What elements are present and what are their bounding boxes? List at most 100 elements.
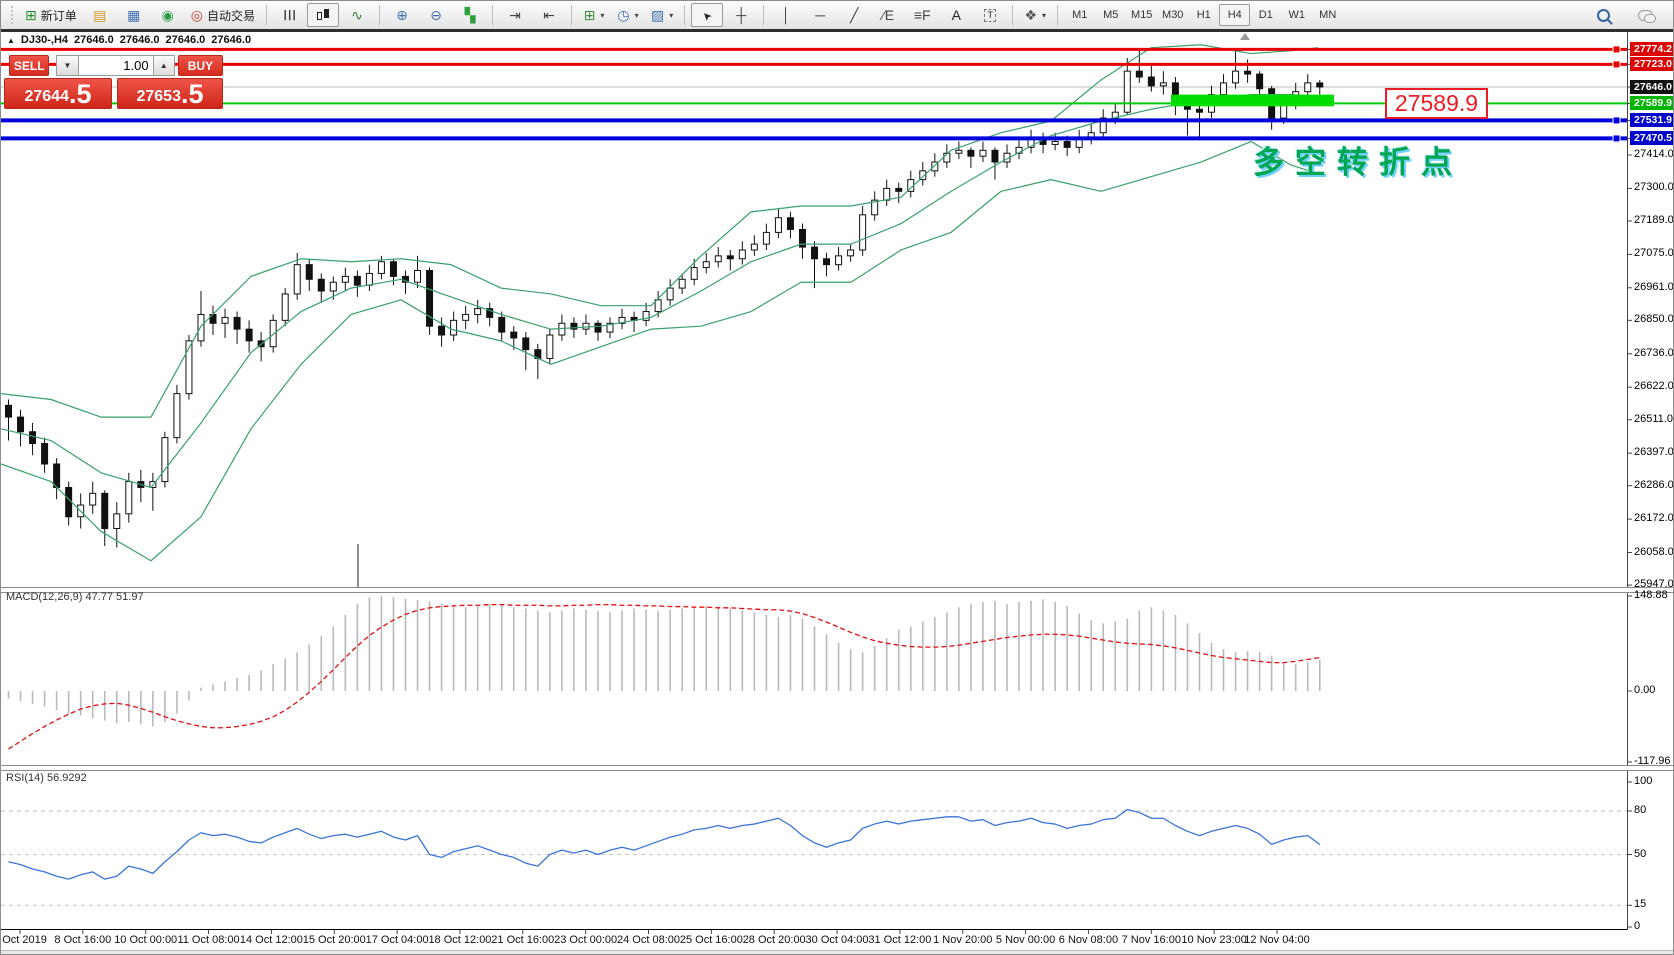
sell-price[interactable]: 27644.5 [4, 78, 112, 109]
one-click-trading-panel: SELL ▼ ▲ BUY 27644.5 27653.5 [4, 55, 223, 109]
timeframe-button-m1[interactable]: M1 [1072, 9, 1088, 21]
toolbar-separator [1057, 5, 1059, 25]
chevron-down-icon: ▾ [600, 10, 605, 20]
turning-point-annotation: 多空转折点 [1253, 145, 1463, 180]
terminal-button[interactable]: ▦ [118, 3, 150, 27]
toolbar: ⊞ 新订单 ▤ ▦ ◉ ◎ 自动交易 ☰ ∿ ⊕ ⊖ ▚ ⇥ ⇤ ⊞ ▾ ◷ ▾ ▨ ▾ ➤ ┼ │ ─ ╱ ∕E ≡F A T ❖ ▾ M… [1, 1, 1673, 29]
toolbar-separator [378, 5, 380, 25]
toolbar-separator [570, 5, 572, 25]
line-chart-icon: ∿ [351, 7, 363, 23]
zoom-in-icon: ⊕ [396, 7, 408, 23]
toolbar-underline [1, 29, 1673, 32]
text-label-icon: T [984, 8, 996, 22]
text-button[interactable]: A [940, 3, 972, 27]
bar-chart-icon: ☰ [280, 8, 297, 22]
horizontal-line-icon: ─ [815, 7, 826, 23]
zoom-out-icon: ⊖ [430, 7, 442, 23]
autotrading-button[interactable]: ◎ 自动交易 [186, 3, 260, 27]
chart-shift-button[interactable]: ⇤ [533, 3, 565, 27]
toolbar-separator [265, 5, 267, 25]
timeframe-toolbar: M1 M5 M15 M30 H1 H4 D1 W1 MN [1064, 4, 1343, 26]
zoom-out-button[interactable]: ⊖ [420, 3, 452, 27]
sell-price-main: 27644 [24, 88, 69, 105]
auto-scroll-button[interactable]: ⇥ [499, 3, 531, 27]
new-order-icon: ⊞ [25, 7, 37, 23]
history-center-button[interactable]: ▤ [84, 3, 116, 27]
autotrading-button-label: 自动交易 [206, 8, 255, 23]
macd-pane-separator[interactable] [1, 587, 1673, 593]
toolbar-separator [1012, 5, 1014, 25]
buy-price-frac: .5 [180, 79, 204, 109]
sell-price-frac: .5 [68, 79, 92, 109]
timeframe-button-m15[interactable]: M15 [1131, 9, 1153, 21]
crosshair-icon: ┼ [736, 7, 747, 23]
timeframe-button-h4[interactable]: H4 [1219, 4, 1251, 26]
chevron-down-icon: ▾ [634, 10, 639, 20]
auto-scroll-icon: ⇥ [509, 7, 521, 23]
tile-windows-button[interactable]: ▚ [454, 3, 486, 27]
rsi-pane-separator[interactable] [1, 765, 1673, 771]
timeframe-button-mn[interactable]: MN [1319, 9, 1337, 21]
history-icon: ▤ [93, 7, 107, 23]
arrows-button[interactable]: ❖ ▾ [1019, 3, 1051, 27]
bar-chart-button[interactable]: ☰ [273, 3, 305, 27]
chart-scroll-marker-icon [1240, 33, 1250, 40]
macd-indicator-label: MACD(12,26,9) 47.77 51.97 [6, 591, 144, 603]
ohlc-open: 27646.0 [74, 34, 114, 46]
arrows-icon: ❖ [1024, 7, 1037, 23]
periods-button[interactable]: ◷ ▾ [612, 3, 644, 27]
candlestick-chart-button[interactable] [306, 3, 339, 27]
candlestick-icon [316, 8, 330, 23]
buy-button[interactable]: BUY [177, 55, 223, 76]
chat-button[interactable] [1629, 3, 1661, 27]
volume-increase-button[interactable]: ▲ [153, 55, 175, 76]
new-order-button[interactable]: ⊞ 新订单 [20, 3, 82, 27]
search-icon [1596, 8, 1610, 22]
fibonacci-button[interactable]: ≡F [906, 3, 938, 27]
toolbar-separator [763, 5, 765, 25]
signal-icon: ◉ [161, 7, 174, 23]
volume-input[interactable] [77, 55, 154, 76]
crosshair-button[interactable]: ┼ [725, 3, 757, 27]
timeframe-button-h1[interactable]: H1 [1196, 9, 1211, 21]
buy-price[interactable]: 27653.5 [116, 78, 223, 109]
timeframe-button-m30[interactable]: M30 [1162, 9, 1184, 21]
timeframe-button-w1[interactable]: W1 [1288, 9, 1305, 21]
horizontal-line-button[interactable]: ─ [804, 3, 836, 27]
text-icon: A [951, 7, 961, 23]
templates-icon: ▨ [650, 7, 665, 23]
symbol-marker-icon: ▲ [7, 35, 15, 45]
channel-icon: ∕E [882, 7, 895, 23]
trendline-button[interactable]: ╱ [838, 3, 870, 27]
chevron-down-icon: ▾ [1042, 10, 1047, 20]
timeframe-button-m5[interactable]: M5 [1103, 9, 1119, 21]
buy-price-main: 27653 [136, 88, 181, 105]
new-chart-button[interactable]: ⊞ ▾ [578, 3, 610, 27]
signals-button[interactable]: ◉ [152, 3, 184, 27]
vertical-line-button[interactable]: │ [770, 3, 802, 27]
trendline-icon: ╱ [850, 7, 859, 23]
equidistant-channel-button[interactable]: ∕E [872, 3, 904, 27]
periods-icon: ◷ [617, 7, 630, 23]
sell-button[interactable]: SELL [9, 55, 50, 76]
chevron-down-icon: ▾ [669, 10, 674, 20]
fibonacci-icon: ≡F [913, 7, 931, 23]
toolbar-separator [684, 5, 686, 25]
chart-shift-icon: ⇤ [543, 7, 555, 23]
text-label-button[interactable]: T [974, 3, 1006, 27]
volume-decrease-button[interactable]: ▼ [56, 55, 78, 76]
terminal-icon: ▦ [127, 7, 141, 23]
line-chart-button[interactable]: ∿ [341, 3, 373, 27]
new-chart-icon: ⊞ [583, 7, 596, 23]
symbol-ohlc-header: ▲ DJ30-,H4 27646.0 27646.0 27646.0 27646… [7, 34, 251, 46]
search-button[interactable] [1587, 3, 1619, 27]
ohlc-close: 27646.0 [211, 34, 252, 46]
cursor-button[interactable]: ➤ [691, 3, 724, 27]
tile-windows-icon: ▚ [464, 7, 476, 23]
timeframe-button-d1[interactable]: D1 [1258, 9, 1273, 21]
zoom-in-button[interactable]: ⊕ [386, 3, 418, 27]
vertical-line-icon: │ [781, 7, 791, 23]
templates-button[interactable]: ▨ ▾ [646, 3, 678, 27]
